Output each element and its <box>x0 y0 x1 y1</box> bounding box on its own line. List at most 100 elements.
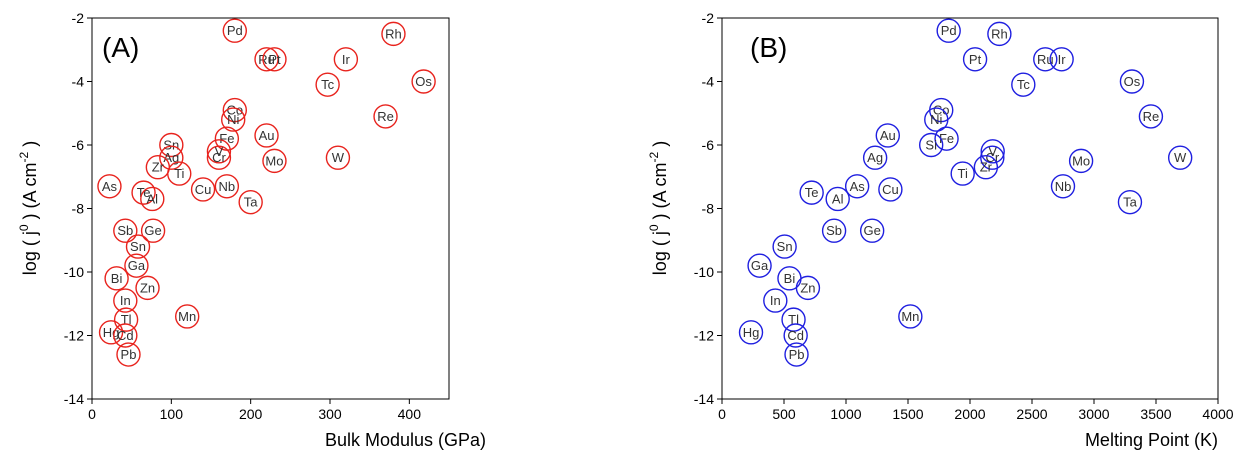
data-point: Cu <box>190 177 216 202</box>
point-label: Zr <box>152 160 165 175</box>
point-label: Pt <box>969 52 982 67</box>
point-marker <box>254 47 279 72</box>
point-marker <box>1117 189 1143 215</box>
point-marker <box>980 145 1005 170</box>
point-marker <box>936 18 961 43</box>
data-point: Hg <box>738 320 764 345</box>
point-marker <box>124 253 149 278</box>
point-label: Cu <box>882 182 899 197</box>
point-marker <box>844 174 870 199</box>
point-marker <box>1167 145 1193 170</box>
point-label: Sb <box>826 223 842 238</box>
point-marker <box>381 21 406 47</box>
point-label: Al <box>147 191 159 206</box>
data-point: Bi <box>104 266 129 291</box>
point-label: Ga <box>751 258 769 273</box>
data-point: Ir <box>333 47 359 72</box>
data-point: Ge <box>859 218 885 243</box>
x-axis-label-b: Melting Point (K) <box>1085 430 1218 450</box>
y-tick-label: -8 <box>702 201 715 217</box>
data-point: Ru <box>254 47 279 72</box>
point-label: Tc <box>321 77 335 92</box>
panel-b: (B) 0 500 1000 1500 2000 2500 3000 3500 4000 -14 -… <box>647 10 1234 450</box>
x-tick-label: 3000 <box>1078 406 1109 422</box>
point-label: Te <box>805 185 819 200</box>
point-marker <box>1033 47 1058 72</box>
data-point: Pt <box>962 47 988 72</box>
panel-label-b: (B) <box>750 32 787 63</box>
point-label: Co <box>226 103 243 118</box>
panel-a: (A) 0 100 200 300 400 -14 -12 -10 -8 -6 -4 -2 Pd Rh R… <box>17 10 486 450</box>
panel-label-a: (A) <box>102 32 139 63</box>
y-axis-label-a: log ( j0 ) (A cm-2 ) <box>17 141 40 275</box>
data-point: Zn <box>795 275 821 301</box>
data-point: Ga <box>747 253 772 278</box>
point-label: Ta <box>1123 195 1138 210</box>
point-marker <box>113 218 138 243</box>
data-point: Ag <box>862 145 888 170</box>
point-marker <box>747 253 772 278</box>
point-label: V <box>988 144 997 159</box>
data-point: Mn <box>898 304 923 329</box>
point-label: Ir <box>1058 52 1067 67</box>
x-tick-label: 200 <box>239 406 263 422</box>
y-axis-label-b: log ( j0 ) (A cm-2 ) <box>647 141 670 275</box>
data-point: W <box>1167 145 1193 170</box>
data-point: Ti <box>167 161 192 186</box>
data-point: Rh <box>987 21 1012 47</box>
data-point: Mo <box>262 148 287 174</box>
data-point: Cr <box>206 145 232 170</box>
x-tick-label: 1500 <box>892 406 923 422</box>
point-marker <box>918 132 944 158</box>
data-point: Sn <box>159 132 184 158</box>
data-point: Ga <box>124 253 149 278</box>
point-label: Hg <box>743 325 760 340</box>
data-point: Pb <box>784 342 809 367</box>
data-point: Cd <box>783 323 808 348</box>
point-label: Zn <box>140 280 155 295</box>
point-marker <box>1050 174 1076 199</box>
x-tick-label: 400 <box>398 406 422 422</box>
data-point: Ru <box>1033 47 1058 72</box>
data-point: Pd <box>222 18 248 43</box>
point-label: Ge <box>144 223 161 238</box>
y-tick-label: -12 <box>694 328 714 344</box>
point-label: Sn <box>130 239 146 254</box>
point-marker <box>772 234 797 259</box>
data-point: Re <box>1138 104 1164 129</box>
point-label: Rh <box>991 26 1008 41</box>
point-marker <box>821 218 847 243</box>
y-tick-label: -4 <box>702 74 715 90</box>
point-label: Hg <box>103 325 120 340</box>
point-label: Co <box>933 103 950 118</box>
y-tick-label: -2 <box>702 10 715 26</box>
point-label: Pd <box>227 23 243 38</box>
ticks-b: 0 500 1000 1500 2000 2500 3000 3500 4000 -14 -12 -1… <box>694 10 1234 422</box>
point-marker <box>214 174 240 199</box>
point-marker <box>113 323 138 348</box>
point-marker <box>222 97 248 123</box>
point-label: Ge <box>863 223 880 238</box>
point-marker <box>1049 47 1074 72</box>
data-point: Mo <box>1068 148 1094 174</box>
data-point: Ir <box>1049 47 1074 72</box>
point-marker <box>373 104 398 129</box>
data-point: Cu <box>878 177 903 202</box>
point-marker <box>783 323 808 348</box>
data-point: V <box>980 139 1005 164</box>
data-point: Pb <box>116 342 141 367</box>
data-point: Hg <box>98 320 124 345</box>
point-marker <box>113 307 139 332</box>
data-point: As <box>97 174 122 199</box>
data-point: Si <box>918 132 944 158</box>
point-label: As <box>102 179 118 194</box>
point-label: Nb <box>1055 179 1072 194</box>
y-tick-label: -4 <box>72 74 85 90</box>
point-label: W <box>332 150 345 165</box>
data-point: V <box>206 139 232 164</box>
point-label: Mn <box>901 309 919 324</box>
x-tick-label: 100 <box>160 406 184 422</box>
point-label: Mo <box>265 153 283 168</box>
point-label: Tl <box>788 312 799 327</box>
x-axis-label-a: Bulk Modulus (GPa) <box>325 430 486 450</box>
